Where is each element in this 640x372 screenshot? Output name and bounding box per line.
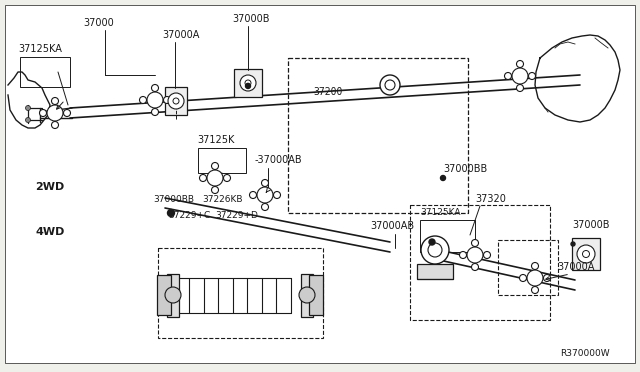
Bar [498, 240, 558, 295]
Circle shape [246, 83, 250, 89]
Circle shape [531, 263, 538, 269]
Circle shape [211, 186, 218, 193]
Text: 37000BB: 37000BB [443, 164, 487, 174]
Text: -37000AB: -37000AB [255, 155, 303, 165]
Circle shape [529, 73, 536, 80]
Circle shape [472, 263, 479, 270]
Circle shape [582, 250, 589, 257]
Circle shape [165, 287, 181, 303]
Text: R370000W: R370000W [560, 349, 610, 358]
Circle shape [512, 68, 528, 84]
Bar [417, 264, 453, 279]
Bar [20, 57, 70, 87]
Circle shape [240, 75, 256, 91]
Text: 37000B: 37000B [572, 220, 609, 230]
Circle shape [380, 75, 400, 95]
Circle shape [273, 192, 280, 199]
Circle shape [223, 174, 230, 182]
Circle shape [246, 83, 250, 87]
Text: 37229+D: 37229+D [215, 211, 258, 220]
Circle shape [245, 80, 251, 86]
Bar [572, 238, 600, 270]
Bar [158, 248, 323, 338]
Circle shape [262, 203, 269, 211]
Circle shape [152, 109, 159, 115]
Circle shape [40, 109, 47, 116]
Bar [288, 58, 468, 213]
Circle shape [163, 96, 170, 103]
Circle shape [299, 287, 315, 303]
Text: 37226KB: 37226KB [202, 195, 243, 204]
Circle shape [531, 286, 538, 294]
Circle shape [516, 84, 524, 92]
Text: 37000AB: 37000AB [370, 221, 414, 231]
Circle shape [520, 275, 527, 282]
Text: 37200: 37200 [313, 87, 342, 97]
Text: 37229+C: 37229+C [168, 211, 211, 220]
Bar [167, 273, 179, 317]
Text: 37000BB: 37000BB [153, 195, 194, 204]
Text: 4WD: 4WD [35, 227, 65, 237]
Circle shape [168, 93, 184, 109]
Circle shape [140, 96, 147, 103]
Circle shape [168, 209, 175, 217]
Text: 37000B: 37000B [232, 14, 269, 24]
Circle shape [467, 247, 483, 263]
Circle shape [173, 98, 179, 104]
Circle shape [385, 80, 395, 90]
Bar [198, 148, 246, 173]
Bar [157, 275, 171, 315]
Circle shape [26, 106, 31, 110]
Circle shape [460, 251, 467, 259]
Circle shape [250, 192, 257, 199]
Circle shape [428, 243, 442, 257]
Circle shape [63, 109, 70, 116]
Text: 37125K: 37125K [197, 135, 234, 145]
Circle shape [51, 122, 58, 128]
Circle shape [577, 245, 595, 263]
Bar [234, 69, 262, 97]
Circle shape [51, 97, 58, 105]
Bar [165, 87, 187, 115]
Text: 37320: 37320 [475, 194, 506, 204]
Circle shape [147, 92, 163, 108]
Circle shape [47, 105, 63, 121]
Circle shape [543, 275, 550, 282]
Circle shape [440, 176, 445, 180]
Text: 2WD: 2WD [35, 182, 64, 192]
Circle shape [571, 242, 575, 246]
Circle shape [262, 180, 269, 186]
Circle shape [429, 239, 435, 245]
Circle shape [504, 73, 511, 80]
Circle shape [257, 187, 273, 203]
Circle shape [527, 270, 543, 286]
Circle shape [211, 163, 218, 170]
Circle shape [207, 170, 223, 186]
Bar [309, 275, 323, 315]
Circle shape [516, 61, 524, 67]
Circle shape [26, 118, 31, 122]
Text: 37125KA: 37125KA [18, 44, 62, 54]
Text: 37125KA: 37125KA [420, 208, 461, 217]
Circle shape [200, 174, 207, 182]
Text: 37000A: 37000A [557, 262, 595, 272]
Text: 37000A: 37000A [162, 30, 200, 40]
Circle shape [483, 251, 490, 259]
Circle shape [472, 240, 479, 247]
Bar [410, 205, 550, 320]
Circle shape [152, 84, 159, 92]
Bar [301, 273, 313, 317]
Text: 37000: 37000 [83, 18, 114, 28]
Circle shape [421, 236, 449, 264]
Bar [420, 220, 475, 252]
